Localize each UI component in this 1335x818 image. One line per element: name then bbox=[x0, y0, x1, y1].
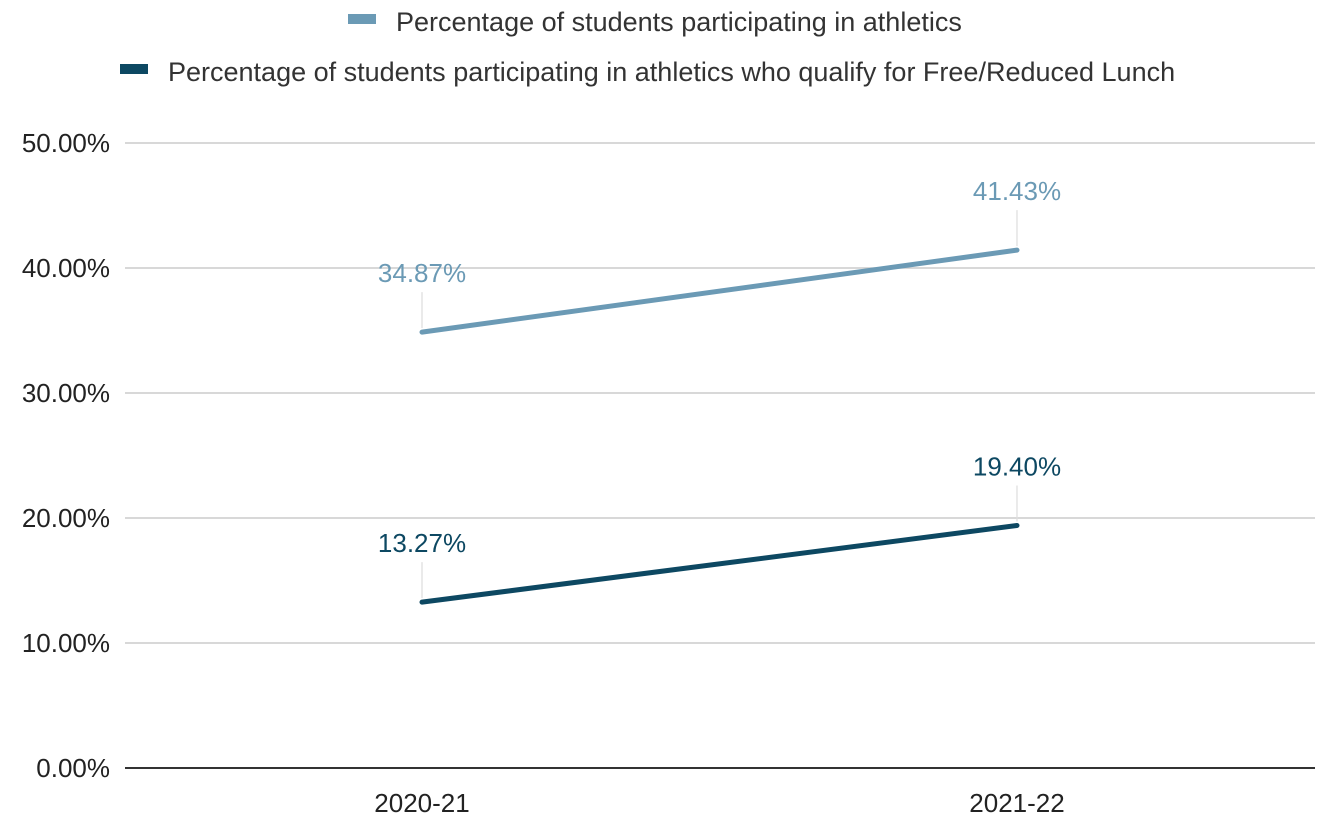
series-2: 13.27% 19.40% bbox=[378, 452, 1061, 605]
series-2-line bbox=[419, 523, 1020, 605]
y-tick-label-4: 40.00% bbox=[22, 253, 110, 283]
y-tick-label-3: 30.00% bbox=[22, 378, 110, 408]
y-axis: 0.00% 10.00% 20.00% 30.00% 40.00% 50.00% bbox=[22, 128, 110, 783]
legend-label-2: Percentage of students participating in … bbox=[168, 57, 1175, 87]
x-tick-label-1: 2021-22 bbox=[969, 788, 1064, 818]
series-1-data-label-0: 34.87% bbox=[378, 258, 466, 288]
series-1-line bbox=[419, 247, 1020, 335]
series-2-data-label-0: 13.27% bbox=[378, 528, 466, 558]
series-layer: 34.87% 41.43% 13.27% 19.40% bbox=[378, 176, 1061, 605]
legend: Percentage of students participating in … bbox=[120, 7, 1175, 87]
y-tick-label-0: 0.00% bbox=[36, 753, 110, 783]
y-tick-label-2: 20.00% bbox=[22, 503, 110, 533]
x-axis: 2020-21 2021-22 bbox=[125, 767, 1315, 818]
legend-label-1: Percentage of students participating in … bbox=[396, 7, 962, 37]
y-tick-label-1: 10.00% bbox=[22, 628, 110, 658]
series-1: 34.87% 41.43% bbox=[378, 176, 1061, 335]
x-tick-label-0: 2020-21 bbox=[374, 788, 469, 818]
y-tick-label-5: 50.00% bbox=[22, 128, 110, 158]
legend-swatch-2 bbox=[120, 64, 148, 74]
gridlines bbox=[125, 142, 1315, 644]
legend-swatch-1 bbox=[348, 14, 376, 24]
series-2-data-label-1: 19.40% bbox=[973, 452, 1061, 482]
series-1-data-label-1: 41.43% bbox=[973, 176, 1061, 206]
